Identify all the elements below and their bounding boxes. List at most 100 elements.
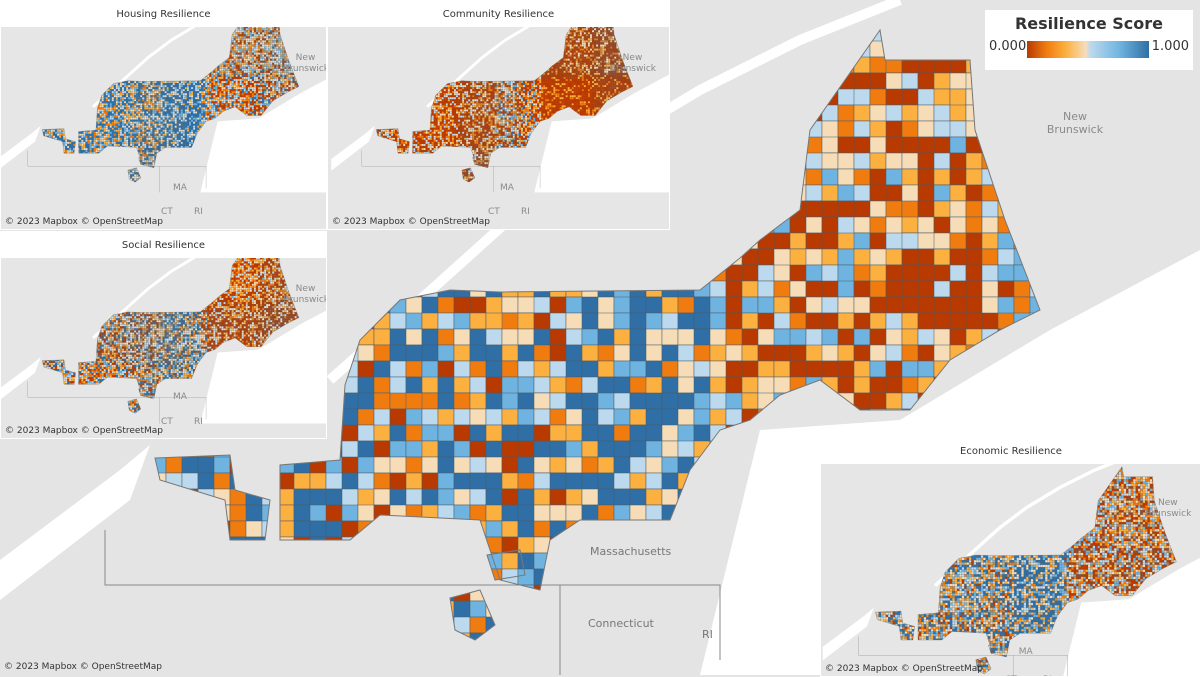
town-cell[interactable] bbox=[165, 568, 183, 586]
town-cell[interactable] bbox=[181, 568, 199, 586]
town-cell[interactable] bbox=[105, 42, 110, 45]
town-cell[interactable] bbox=[837, 104, 855, 122]
town-cell[interactable] bbox=[192, 36, 196, 39]
town-cell[interactable] bbox=[533, 632, 551, 665]
town-cell[interactable] bbox=[134, 38, 137, 41]
town-cell[interactable] bbox=[61, 38, 64, 41]
town-cell[interactable] bbox=[741, 72, 759, 90]
town-cell[interactable] bbox=[182, 28, 185, 31]
town-cell[interactable] bbox=[661, 424, 679, 442]
town-cell[interactable] bbox=[89, 32, 92, 35]
town-cell[interactable] bbox=[190, 44, 194, 47]
town-cell[interactable] bbox=[645, 600, 663, 618]
town-cell[interactable] bbox=[119, 46, 123, 49]
town-cell[interactable] bbox=[85, 30, 88, 33]
town-cell[interactable] bbox=[95, 28, 98, 31]
town-cell[interactable] bbox=[138, 44, 141, 47]
town-cell[interactable] bbox=[180, 40, 183, 45]
town-cell[interactable] bbox=[186, 42, 190, 45]
town-cell[interactable] bbox=[245, 504, 263, 522]
town-cell[interactable] bbox=[140, 46, 143, 49]
town-cell[interactable] bbox=[85, 32, 88, 37]
town-cell[interactable] bbox=[357, 424, 375, 442]
town-cell[interactable] bbox=[166, 34, 169, 37]
town-cell[interactable] bbox=[119, 36, 123, 39]
town-cell[interactable] bbox=[128, 38, 131, 41]
town-cell[interactable] bbox=[213, 30, 216, 35]
town-cell[interactable] bbox=[709, 216, 727, 234]
town-cell[interactable] bbox=[981, 248, 999, 266]
town-cell[interactable] bbox=[219, 34, 222, 39]
town-cell[interactable] bbox=[111, 40, 114, 43]
town-cell[interactable] bbox=[223, 38, 226, 41]
town-cell[interactable] bbox=[549, 616, 567, 634]
town-cell[interactable] bbox=[294, 40, 297, 43]
town-cell[interactable] bbox=[581, 392, 599, 410]
town-cell[interactable] bbox=[294, 44, 297, 47]
town-cell[interactable] bbox=[597, 408, 615, 426]
town-cell[interactable] bbox=[837, 344, 855, 362]
town-cell[interactable] bbox=[97, 42, 100, 45]
town-cell[interactable] bbox=[217, 46, 220, 49]
town-cell[interactable] bbox=[1029, 232, 1046, 250]
town-cell[interactable] bbox=[294, 34, 297, 37]
town-cell[interactable] bbox=[197, 40, 200, 43]
town-cell[interactable] bbox=[805, 264, 823, 282]
town-cell[interactable] bbox=[1029, 264, 1046, 282]
town-cell[interactable] bbox=[75, 40, 78, 45]
town-cell[interactable] bbox=[296, 40, 299, 43]
town-cell[interactable] bbox=[613, 360, 631, 378]
town-cell[interactable] bbox=[901, 152, 919, 170]
town-cell[interactable] bbox=[42, 34, 47, 39]
town-cell[interactable] bbox=[997, 120, 1015, 138]
town-cell[interactable] bbox=[123, 42, 129, 45]
town-cell[interactable] bbox=[277, 584, 295, 602]
town-cell[interactable] bbox=[217, 40, 220, 43]
town-cell[interactable] bbox=[469, 376, 487, 394]
town-cell[interactable] bbox=[357, 360, 375, 378]
town-cell[interactable] bbox=[148, 28, 151, 33]
town-cell[interactable] bbox=[134, 46, 139, 49]
town-cell[interactable] bbox=[405, 264, 423, 298]
town-cell[interactable] bbox=[885, 376, 903, 394]
town-cell[interactable] bbox=[73, 36, 76, 39]
town-cell[interactable] bbox=[128, 42, 131, 45]
town-cell[interactable] bbox=[136, 28, 139, 31]
town-cell[interactable] bbox=[262, 38, 265, 41]
town-cell[interactable] bbox=[725, 184, 743, 202]
town-cell[interactable] bbox=[917, 72, 935, 90]
town-cell[interactable] bbox=[773, 88, 791, 106]
town-cell[interactable] bbox=[1029, 248, 1046, 266]
town-cell[interactable] bbox=[288, 38, 291, 41]
town-cell[interactable] bbox=[613, 264, 647, 282]
town-cell[interactable] bbox=[286, 40, 289, 43]
town-cell[interactable] bbox=[41, 40, 43, 43]
town-cell[interactable] bbox=[123, 38, 127, 41]
town-cell[interactable] bbox=[290, 30, 293, 33]
town-cell[interactable] bbox=[69, 46, 72, 49]
town-cell[interactable] bbox=[65, 44, 70, 47]
town-cell[interactable] bbox=[677, 248, 695, 282]
town-cell[interactable] bbox=[79, 42, 82, 47]
town-cell[interactable] bbox=[677, 312, 695, 330]
town-cell[interactable] bbox=[165, 584, 183, 618]
town-cell[interactable] bbox=[205, 28, 208, 31]
town-cell[interactable] bbox=[132, 46, 135, 49]
town-cell[interactable] bbox=[148, 32, 151, 35]
town-cell[interactable] bbox=[853, 136, 871, 154]
town-cell[interactable] bbox=[123, 40, 127, 43]
town-cell[interactable] bbox=[41, 42, 43, 45]
town-cell[interactable] bbox=[284, 30, 287, 33]
town-cell[interactable] bbox=[75, 38, 78, 41]
town-cell[interactable] bbox=[693, 184, 711, 218]
town-cell[interactable] bbox=[101, 30, 104, 33]
town-cell[interactable] bbox=[693, 232, 711, 250]
town-cell[interactable] bbox=[109, 28, 112, 31]
town-cell[interactable] bbox=[298, 36, 303, 39]
town-cell[interactable] bbox=[121, 32, 127, 35]
town-cell[interactable] bbox=[885, 360, 903, 378]
town-cell[interactable] bbox=[158, 38, 161, 41]
town-cell[interactable] bbox=[357, 344, 375, 362]
town-cell[interactable] bbox=[789, 152, 807, 170]
town-cell[interactable] bbox=[501, 232, 519, 250]
